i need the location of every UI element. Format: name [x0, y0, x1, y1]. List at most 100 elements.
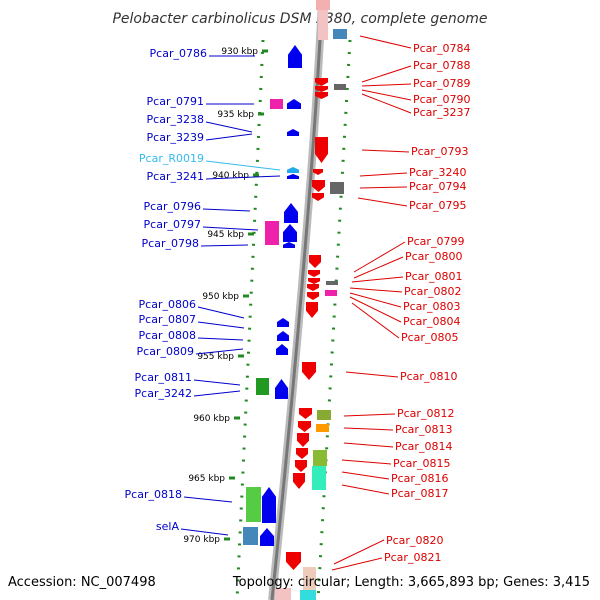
olive-feature[interactable] [313, 450, 327, 466]
gene-label-right[interactable]: Pcar_0815 [393, 457, 450, 470]
gene-label-right[interactable]: Pcar_0800 [405, 250, 462, 263]
forward-gene-arrow[interactable] [277, 318, 289, 327]
gene-label-right[interactable]: Pcar_0793 [411, 145, 468, 158]
grey-feature[interactable] [330, 182, 344, 194]
reverse-gene-arrow[interactable] [297, 433, 309, 447]
rna-feature[interactable] [243, 527, 258, 545]
topology-text: Topology: circular; Length: 3,665,893 bp… [232, 575, 590, 590]
gene-label-left[interactable]: Pcar_R0019 [139, 152, 204, 165]
gene-label-right[interactable]: Pcar_0812 [397, 407, 454, 420]
pink-feature[interactable] [265, 221, 279, 245]
accession-text: Accession: NC_007498 [8, 575, 156, 590]
kbp-tick-label: 950 kbp [202, 292, 239, 302]
reverse-gene-arrow[interactable] [295, 460, 307, 472]
pink-feature[interactable] [325, 290, 337, 296]
gene-label-left[interactable]: Pcar_3242 [135, 387, 192, 400]
gene-label-right[interactable]: Pcar_0817 [391, 487, 448, 500]
gene-label-right[interactable]: Pcar_0795 [409, 199, 466, 212]
reverse-gene-arrow[interactable] [308, 278, 320, 284]
reverse-gene-arrow[interactable] [313, 169, 323, 175]
forward-gene-arrow[interactable] [275, 379, 288, 399]
gene-label-left[interactable]: Pcar_0809 [137, 345, 194, 358]
forward-gene-arrow[interactable] [277, 331, 289, 341]
teal-feature[interactable] [312, 466, 326, 490]
forward-gene-arrow[interactable] [262, 487, 276, 523]
gene-label-right[interactable]: Pcar_0810 [400, 370, 457, 383]
rna-feature[interactable] [333, 29, 347, 39]
reverse-gene-arrow[interactable] [315, 78, 328, 86]
gene-label-right[interactable]: Pcar_0802 [404, 285, 461, 298]
gene-label-right[interactable]: Pcar_3237 [413, 106, 470, 119]
gene-label-left[interactable]: Pcar_0818 [125, 488, 182, 501]
reverse-gene-arrow[interactable] [299, 408, 312, 419]
gene-label-right[interactable]: Pcar_0801 [405, 270, 462, 283]
gene-label-right[interactable]: Pcar_0789 [413, 77, 470, 90]
green-feature[interactable] [256, 378, 269, 395]
reverse-gene-arrow[interactable] [315, 92, 328, 99]
gene-label-right[interactable]: Pcar_0804 [403, 315, 460, 328]
reverse-gene-arrow[interactable] [298, 421, 311, 432]
gene-label-right[interactable]: Pcar_0816 [391, 472, 448, 485]
forward-gene-arrow[interactable] [276, 344, 288, 355]
gene-label-left[interactable]: Pcar_0811 [135, 371, 192, 384]
gene-label-right[interactable]: Pcar_0813 [395, 423, 452, 436]
gene-label-right[interactable]: Pcar_0794 [409, 180, 466, 193]
teal-feature[interactable] [300, 590, 316, 600]
reverse-gene-arrow[interactable] [315, 86, 328, 92]
reverse-gene-arrow[interactable] [315, 137, 328, 163]
gene-label-left[interactable]: Pcar_3239 [147, 131, 204, 144]
reverse-gene-arrow[interactable] [312, 180, 325, 192]
kbp-tick-label: 955 kbp [197, 352, 234, 362]
reverse-gene-arrow[interactable] [309, 255, 321, 268]
gene-label-left[interactable]: selA [156, 520, 180, 533]
gene-label-left[interactable]: Pcar_3241 [147, 170, 204, 183]
gene-label-left[interactable]: Pcar_0797 [144, 218, 201, 231]
gene-label-left[interactable]: Pcar_0806 [139, 298, 196, 311]
forward-gene-arrow[interactable] [287, 129, 299, 136]
reverse-gene-arrow[interactable] [306, 302, 318, 318]
reverse-gene-arrow[interactable] [307, 292, 319, 300]
forward-gene-arrow[interactable] [287, 99, 301, 109]
reverse-gene-arrow[interactable] [312, 193, 324, 201]
gene-label-right[interactable]: Pcar_0799 [407, 235, 464, 248]
reverse-gene-arrow[interactable] [302, 362, 316, 380]
gene-label-left[interactable]: Pcar_0791 [147, 95, 204, 108]
gene-label-right[interactable]: Pcar_0821 [384, 551, 441, 564]
kbp-tick-label: 930 kbp [221, 47, 258, 57]
gene-label-right[interactable]: Pcar_0805 [401, 331, 458, 344]
gene-label-right[interactable]: Pcar_0814 [395, 440, 452, 453]
reverse-gene-arrow[interactable] [296, 448, 308, 459]
reverse-gene-arrow[interactable] [293, 473, 305, 489]
forward-gene-arrow[interactable] [260, 528, 274, 546]
reverse-gene-arrow[interactable] [307, 284, 319, 291]
reverse-gene-arrow[interactable] [286, 552, 301, 570]
gene-label-left[interactable]: Pcar_0786 [150, 47, 207, 60]
forward-gene-arrow[interactable] [287, 167, 299, 173]
forward-gene-arrow[interactable] [288, 45, 302, 68]
kbp-tick-label: 970 kbp [183, 535, 220, 545]
grey-feature[interactable] [334, 84, 346, 90]
pink-feature[interactable] [270, 99, 283, 109]
gene-label-left[interactable]: Pcar_0798 [142, 237, 199, 250]
orange-feature[interactable] [316, 424, 329, 432]
forward-gene-arrow[interactable] [283, 242, 295, 248]
forward-gene-arrow[interactable] [283, 224, 297, 242]
green-feature[interactable] [246, 487, 261, 522]
gene-label-right[interactable]: Pcar_0784 [413, 42, 470, 55]
olive-feature[interactable] [317, 410, 331, 420]
kbp-scale: 930 kbp 935 kbp 940 kbp 945 kbp 950 kbp 955 k… [183, 47, 268, 545]
grey-feature[interactable] [326, 281, 338, 285]
gene-label-right[interactable]: Pcar_0788 [413, 59, 470, 72]
gene-label-right[interactable]: Pcar_0803 [403, 300, 460, 313]
gene-label-left[interactable]: Pcar_3238 [147, 113, 204, 126]
gene-label-left[interactable]: Pcar_0796 [144, 200, 201, 213]
reverse-gene-arrow[interactable] [308, 270, 320, 277]
forward-gene-arrow[interactable] [284, 203, 298, 223]
gene-label-right[interactable]: Pcar_3240 [409, 166, 466, 179]
gene-label-left[interactable]: Pcar_0808 [139, 329, 196, 342]
gene-label-left[interactable]: Pcar_0807 [139, 313, 196, 326]
genome-backbone [268, 0, 330, 600]
forward-gene-arrow[interactable] [287, 174, 299, 179]
gene-label-right[interactable]: Pcar_0790 [413, 93, 470, 106]
gene-label-right[interactable]: Pcar_0820 [386, 534, 443, 547]
